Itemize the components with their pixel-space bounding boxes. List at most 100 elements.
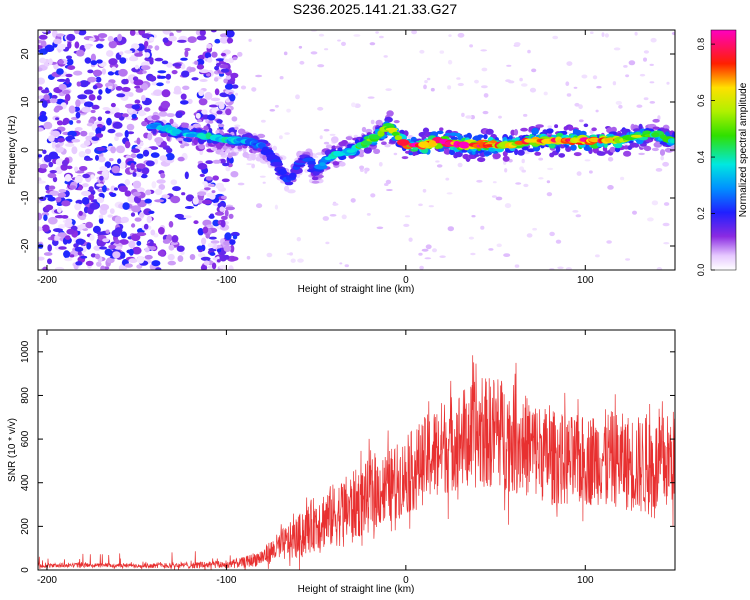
spectral-cell: [559, 144, 566, 149]
spectral-cell: [220, 68, 230, 73]
spectral-cell: [514, 148, 519, 156]
spectral-cell: [96, 231, 105, 235]
spectral-cell: [578, 119, 584, 123]
spectral-cell: [76, 49, 85, 57]
y-tick-label: 200: [20, 518, 31, 535]
spectral-cell: [158, 184, 166, 190]
spectral-cell: [187, 98, 193, 105]
snr-series-line: [38, 355, 675, 570]
spectral-cell: [115, 132, 123, 137]
spectral-cell: [108, 58, 118, 66]
spectral-cell: [134, 64, 139, 70]
spectral-cell: [643, 57, 647, 62]
spectral-cell: [149, 36, 155, 42]
spectrogram-frame: [37, 29, 676, 271]
spectral-cell: [319, 162, 326, 167]
spectral-cell: [311, 176, 319, 181]
spectral-cell: [83, 140, 91, 147]
y-tick-label: 600: [20, 430, 31, 447]
spectral-cell: [161, 89, 171, 98]
spectral-cell: [136, 232, 147, 237]
spectral-cell: [461, 112, 465, 117]
spectral-cell: [547, 167, 554, 171]
spectral-cell: [224, 83, 234, 90]
spectral-cell: [168, 244, 175, 251]
spectral-cell: [574, 102, 580, 107]
spectral-cell: [104, 248, 113, 256]
spectral-cell: [131, 223, 136, 228]
spectral-cell: [212, 219, 220, 227]
spectral-cell: [256, 203, 263, 209]
spectral-cell: [202, 199, 212, 205]
spectral-cell: [124, 140, 131, 149]
spectral-cell: [480, 225, 485, 230]
spectral-cell: [322, 216, 329, 221]
spectral-cell: [158, 227, 165, 235]
spectral-cell: [38, 86, 43, 91]
spectral-cell: [117, 34, 123, 42]
spectral-cell: [508, 135, 513, 140]
spectral-cell: [98, 38, 105, 42]
spectral-cell: [283, 51, 288, 56]
spectral-cell: [176, 30, 182, 33]
spectral-cell: [652, 118, 660, 123]
spectral-cell: [289, 252, 293, 256]
x-tick-label: 0: [403, 575, 409, 586]
spectral-cell: [623, 150, 632, 157]
spectral-cell: [128, 240, 136, 249]
spectral-cell: [351, 102, 356, 108]
spectral-cell: [58, 189, 67, 193]
spectral-cell: [216, 248, 222, 253]
spectral-cell: [212, 175, 219, 181]
spectral-cell: [482, 110, 489, 115]
spectral-cell: [672, 131, 675, 139]
spectral-cell: [662, 222, 670, 227]
spectral-cell: [246, 163, 253, 166]
spectral-cell: [138, 109, 146, 117]
spectral-cell: [428, 205, 434, 208]
spectral-cell: [92, 225, 101, 234]
spectral-cell: [135, 146, 142, 150]
spectral-cell: [157, 75, 167, 79]
spectral-cell: [589, 170, 593, 174]
spectral-cell: [65, 218, 73, 225]
spectral-cell: [96, 261, 102, 267]
spectral-cell: [131, 113, 137, 119]
spectral-cell: [588, 137, 601, 143]
spectral-cell: [96, 43, 104, 49]
spectral-cell: [643, 97, 649, 101]
spectral-cell: [96, 146, 106, 152]
spectral-cell: [196, 58, 205, 66]
spectral-cell: [114, 216, 122, 224]
spectral-cell: [449, 132, 458, 136]
spectral-cell: [181, 70, 190, 78]
spectral-cell: [141, 33, 151, 39]
spectral-cell: [623, 65, 628, 68]
spectral-cell: [157, 250, 165, 257]
spectral-cell: [555, 145, 561, 153]
spectral-cell: [52, 30, 58, 38]
spectral-cell: [88, 37, 96, 42]
spectral-cell: [595, 254, 600, 258]
spectral-cell: [532, 227, 537, 231]
spectral-cell: [492, 152, 501, 160]
spectral-cell: [131, 43, 140, 50]
spectral-cell: [219, 151, 226, 156]
x-tick-label: 100: [577, 275, 594, 286]
spectral-cell: [514, 42, 521, 46]
spectral-cell: [200, 256, 211, 261]
spectral-cell: [218, 101, 225, 110]
spectral-cell: [62, 89, 71, 95]
spectral-cell: [483, 151, 492, 156]
spectral-cell: [554, 124, 559, 129]
spectral-cell: [323, 128, 330, 132]
spectral-cell: [212, 159, 221, 164]
spectral-cell: [223, 254, 230, 260]
spectral-cell: [155, 267, 162, 270]
spectral-cell: [262, 146, 269, 153]
x-tick-label: 100: [577, 575, 594, 586]
spectral-cell: [266, 252, 273, 258]
spectral-cell: [90, 174, 95, 179]
spectral-cell: [184, 123, 189, 129]
spectral-cell: [345, 136, 353, 141]
